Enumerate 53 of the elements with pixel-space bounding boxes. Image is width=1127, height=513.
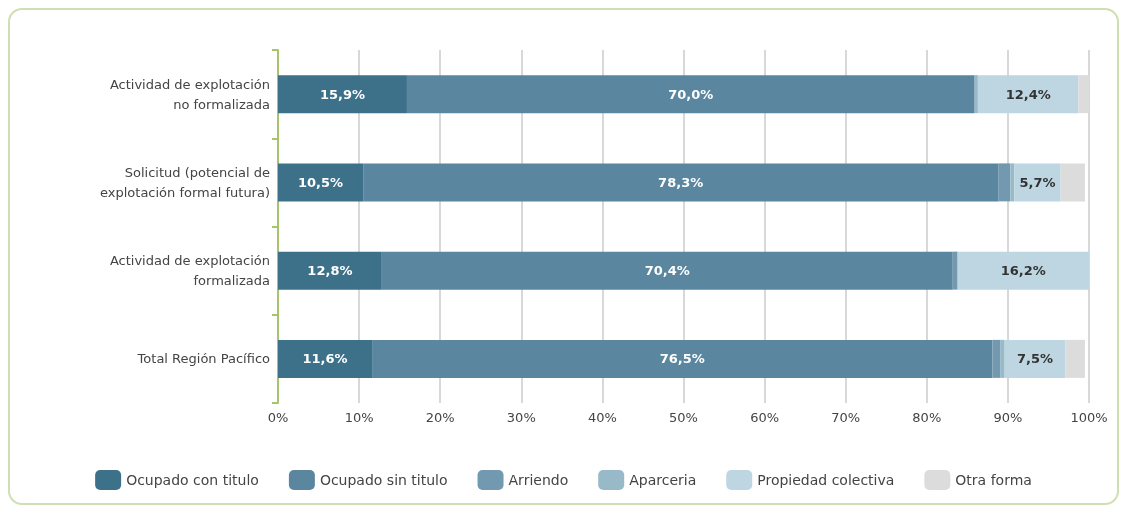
x-tick-label: 100% bbox=[1070, 410, 1108, 425]
bar bbox=[1000, 339, 1005, 378]
x-tick-label: 70% bbox=[831, 410, 861, 425]
bar bbox=[278, 75, 407, 114]
bar bbox=[992, 339, 1001, 378]
legend-label: Aparceria bbox=[629, 472, 697, 488]
legend-label: Arriendo bbox=[508, 472, 569, 488]
data-label: 11,6% bbox=[302, 351, 348, 367]
bar bbox=[1004, 339, 1066, 378]
bar bbox=[952, 251, 958, 290]
bar bbox=[974, 75, 978, 114]
bar bbox=[278, 251, 382, 290]
x-tick-label: 90% bbox=[993, 410, 1023, 425]
bar bbox=[1065, 339, 1085, 378]
bar bbox=[957, 251, 1089, 290]
y-tick-label: Total Región Pacífico bbox=[136, 351, 271, 367]
x-tick-label: 80% bbox=[912, 410, 942, 425]
y-tick-label: Solicitud (potencial de explotación formal futura) bbox=[100, 164, 270, 200]
data-label: 76,5% bbox=[659, 351, 705, 367]
data-label: 16,2% bbox=[1000, 263, 1046, 279]
bar bbox=[1010, 163, 1015, 202]
data-label: 7,5% bbox=[1017, 351, 1054, 367]
data-label: 12,4% bbox=[1005, 86, 1051, 102]
x-tick-label: 30% bbox=[506, 410, 536, 425]
x-tick-label: 60% bbox=[750, 410, 780, 425]
bar bbox=[406, 75, 975, 114]
bar bbox=[278, 163, 364, 202]
bar bbox=[977, 75, 1079, 114]
x-tick-label: 50% bbox=[669, 410, 698, 425]
legend-label: Propiedad colectiva bbox=[757, 472, 895, 488]
data-label: 12,8% bbox=[307, 263, 353, 279]
bar bbox=[1060, 163, 1085, 202]
bar bbox=[381, 251, 953, 290]
legend-label: Otra forma bbox=[955, 472, 1032, 488]
bar bbox=[278, 339, 373, 378]
x-tick-label: 10% bbox=[344, 410, 374, 425]
legend-label: Ocupado con titulo bbox=[126, 472, 259, 488]
bar bbox=[1014, 163, 1061, 202]
data-label: 70,0% bbox=[668, 86, 714, 102]
x-tick-label: 0% bbox=[267, 410, 289, 425]
y-tick-label: Actividad de explotación formalizada bbox=[109, 253, 270, 289]
bar bbox=[372, 339, 993, 378]
data-label: 78,3% bbox=[658, 174, 704, 190]
bar bbox=[998, 163, 1011, 202]
data-label: 15,9% bbox=[319, 86, 366, 102]
bar bbox=[363, 163, 999, 202]
data-label: 70,4% bbox=[644, 263, 690, 279]
data-label: 10,5% bbox=[298, 174, 344, 190]
legend-label: Ocupado sin titulo bbox=[319, 472, 448, 488]
x-tick-label: 20% bbox=[425, 410, 455, 425]
x-tick-label: 40% bbox=[587, 410, 617, 425]
y-tick-label: Actividad de explotación no formalizada bbox=[109, 76, 270, 112]
data-label: 5,7% bbox=[1019, 174, 1056, 190]
